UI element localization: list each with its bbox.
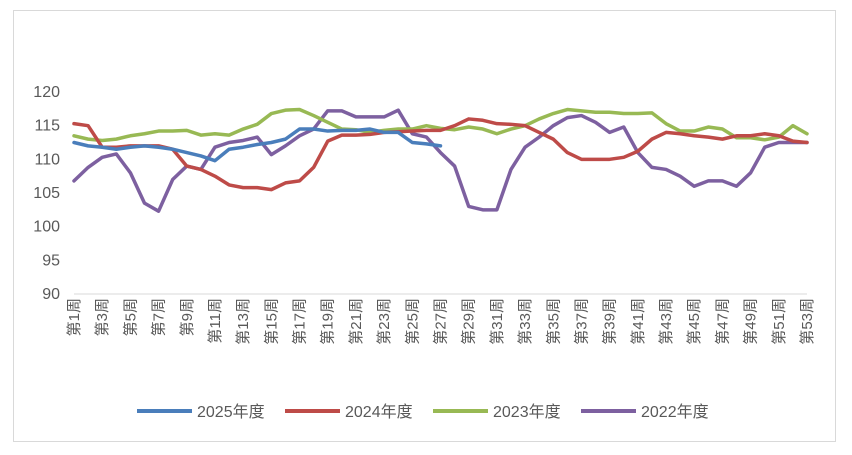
series-group (72, 107, 809, 213)
y-tick-label: 105 (33, 185, 60, 202)
x-tick-label: 第11周 (206, 298, 224, 344)
x-tick-label: 第19周 (319, 298, 337, 345)
x-tick-label: 第29周 (460, 298, 478, 345)
y-tick-label: 90 (42, 286, 60, 303)
x-tick-label: 第15周 (262, 298, 280, 345)
x-tick-label: 第13周 (234, 298, 252, 345)
x-tick-label: 第9周 (178, 298, 196, 336)
series-line-1 (72, 117, 809, 192)
legend: 2025年度 2024年度 2023年度 2022年度 (137, 403, 709, 421)
x-tick-label: 第5周 (121, 298, 139, 336)
x-tick-label: 第51周 (770, 298, 788, 345)
legend-label-0: 2025年度 (197, 403, 265, 421)
y-tick-label: 115 (34, 118, 60, 135)
series-line-0 (72, 127, 443, 163)
y-tick-label: 100 (33, 219, 60, 236)
x-tick-label: 第45周 (685, 298, 703, 345)
x-tick-label: 第21周 (347, 298, 365, 345)
x-tick-label: 第41周 (629, 298, 647, 345)
chart-frame: 90 95 100 105 110 115 120 第1周 第3周 第5周 第7周 第9周 第11周 第1… (13, 10, 836, 442)
y-tick-label: 110 (34, 151, 60, 168)
x-tick-label: 第17周 (291, 298, 309, 345)
y-tick-label: 95 (42, 252, 60, 269)
x-tick-label: 第33周 (516, 298, 534, 345)
legend-label-1: 2024年度 (345, 403, 413, 421)
x-tick-label: 第3周 (93, 298, 111, 336)
x-tick-label: 第7周 (150, 298, 168, 336)
x-tick-label: 第25周 (403, 298, 421, 345)
x-tick-label: 第1周 (65, 298, 83, 336)
legend-label-2: 2023年度 (493, 403, 561, 421)
x-tick-label: 第35周 (544, 298, 562, 345)
y-tick-label: 120 (33, 84, 60, 101)
legend-label-3: 2022年度 (641, 403, 709, 421)
x-tick-label: 第47周 (713, 298, 731, 345)
x-tick-label: 第43周 (657, 298, 675, 345)
x-tick-label: 第49周 (742, 298, 760, 345)
x-tick-label: 第31周 (488, 298, 506, 345)
x-tick-label: 第23周 (375, 298, 393, 345)
x-tick-label: 第27周 (432, 298, 450, 345)
x-tick-label: 第39周 (601, 298, 619, 345)
x-tick-label: 第53周 (798, 298, 816, 345)
series-line-2 (72, 107, 809, 143)
x-tick-label: 第37周 (572, 298, 590, 345)
